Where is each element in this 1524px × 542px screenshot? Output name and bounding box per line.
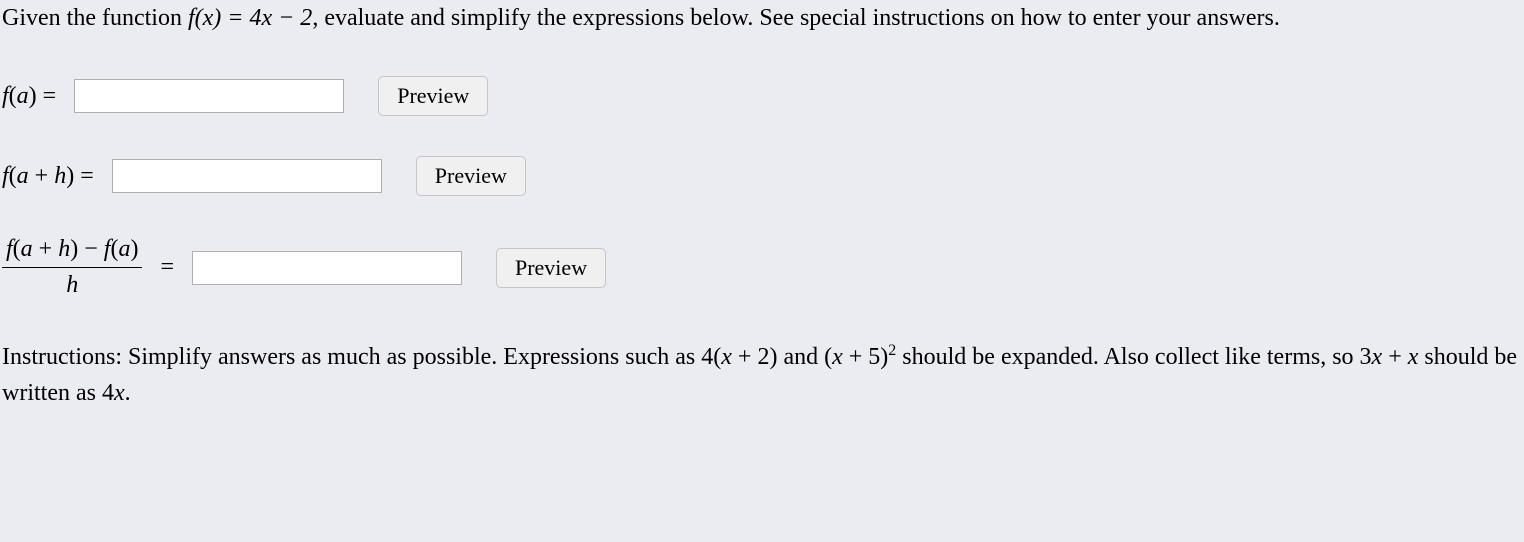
instructions-expr1: 4(x + 2) <box>701 344 777 370</box>
equals-sign: = <box>80 163 94 190</box>
label-diffquotient: f(a + h) − f(a) h <box>2 236 142 299</box>
answer-input-fa[interactable] <box>74 79 344 113</box>
intro-prefix: Given the function <box>2 5 188 31</box>
instructions: Instructions: Simplify answers as much a… <box>2 339 1522 411</box>
instructions-mid1: and <box>777 344 824 370</box>
instructions-prefix: Instructions: Simplify answers as much a… <box>2 344 701 370</box>
instructions-end: . <box>125 380 131 406</box>
answer-input-fah[interactable] <box>112 159 382 193</box>
diffquotient-numerator: f(a + h) − f(a) <box>2 236 142 267</box>
intro-suffix: , evaluate and simplify the expressions … <box>312 5 1280 31</box>
label-fah: f(a + h) = <box>2 163 100 190</box>
instructions-expr2: (x + 5)2 <box>824 344 896 370</box>
instructions-expr4: 4x <box>102 380 125 406</box>
function-definition: f(x) = 4x − 2 <box>188 5 312 31</box>
expression-row-fah: f(a + h) = Preview <box>2 156 1522 196</box>
answer-input-diffquotient[interactable] <box>192 251 462 285</box>
equals-wrapper: = <box>154 254 180 281</box>
preview-button-fa[interactable]: Preview <box>378 76 488 116</box>
label-fa-arg: (a) <box>9 83 37 110</box>
equals-sign: = <box>160 254 174 281</box>
instructions-expr3: 3x + x <box>1360 344 1419 370</box>
instructions-mid2: should be expanded. Also collect like te… <box>896 344 1359 370</box>
label-fah-func: f <box>2 163 9 190</box>
label-fa: f(a) = <box>2 83 62 110</box>
label-fa-func: f <box>2 83 9 110</box>
equals-sign: = <box>43 83 57 110</box>
preview-button-fah[interactable]: Preview <box>416 156 526 196</box>
problem-statement: Given the function f(x) = 4x − 2, evalua… <box>2 0 1522 36</box>
diffquotient-denominator: h <box>2 267 142 299</box>
expression-row-fa: f(a) = Preview <box>2 76 1522 116</box>
expression-row-diffquotient: f(a + h) − f(a) h = Preview <box>2 236 1522 299</box>
label-fah-arg: (a + h) <box>9 163 75 190</box>
preview-button-diffquotient[interactable]: Preview <box>496 248 606 288</box>
